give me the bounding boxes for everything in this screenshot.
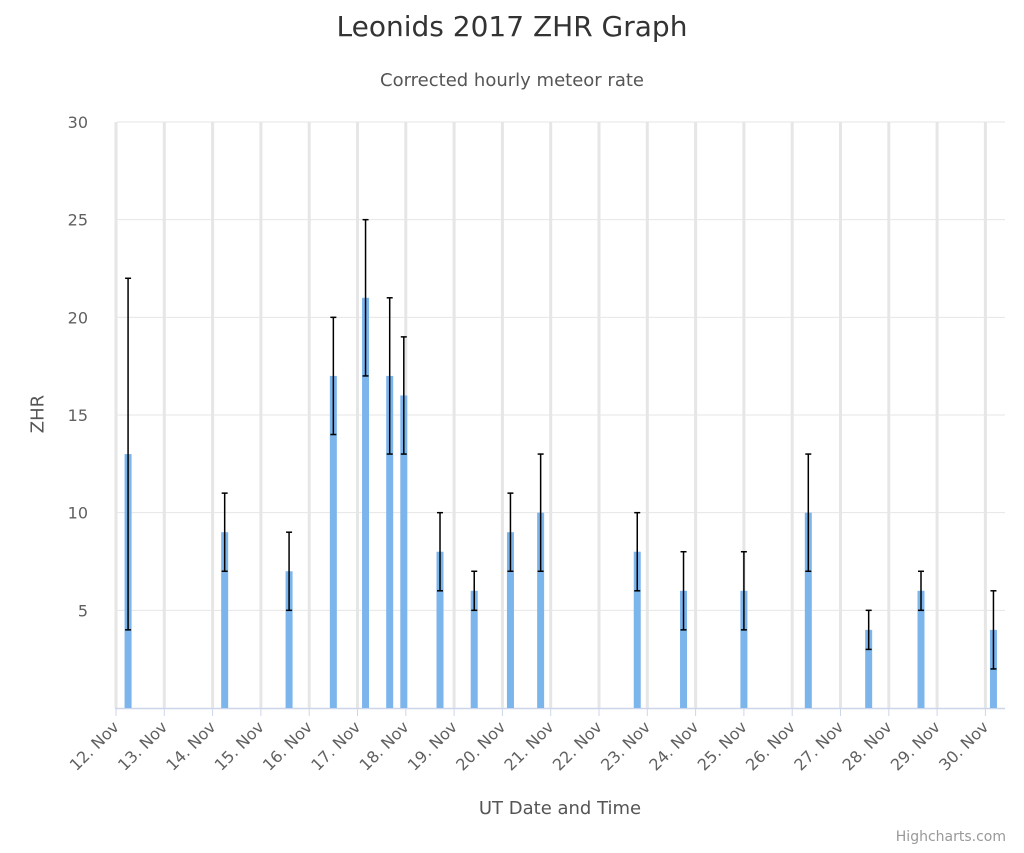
- zhr-bar[interactable]: [329, 375, 337, 708]
- x-tick-label: 27. Nov: [790, 717, 847, 774]
- zhr-bar[interactable]: [506, 532, 514, 708]
- y-tick-label: 30: [68, 113, 88, 132]
- error-bar: [386, 297, 393, 455]
- x-tick-label: 20. Nov: [452, 717, 509, 774]
- y-tick-label: 15: [68, 406, 88, 425]
- x-tick-label: 28. Nov: [839, 717, 896, 774]
- error-bar: [437, 511, 444, 592]
- x-tick-label: 25. Nov: [694, 717, 751, 774]
- x-tick-label: 12. Nov: [66, 717, 123, 774]
- x-tick-label: 24. Nov: [645, 717, 702, 774]
- x-axis-line: [115, 707, 1005, 716]
- x-tick-label: 14. Nov: [162, 717, 219, 774]
- bar-series: [124, 297, 997, 708]
- x-tick-label: 19. Nov: [404, 717, 461, 774]
- error-bar: [125, 277, 132, 631]
- error-bar: [221, 492, 228, 573]
- x-tick-label: 16. Nov: [259, 717, 316, 774]
- x-tick-label: 21. Nov: [500, 717, 557, 774]
- zhr-bar[interactable]: [436, 551, 444, 708]
- x-tick-label: 22. Nov: [549, 717, 606, 774]
- y-tick-label: 20: [68, 308, 88, 327]
- zhr-bar[interactable]: [537, 512, 545, 708]
- zhr-bar[interactable]: [917, 590, 925, 708]
- error-bar: [865, 609, 872, 651]
- error-bar: [990, 590, 997, 670]
- error-bar: [400, 336, 407, 455]
- zhr-bar[interactable]: [680, 590, 688, 708]
- error-bar: [507, 492, 514, 573]
- error-bar-series: [125, 218, 997, 670]
- chart-title: Leonids 2017 ZHR Graph: [336, 10, 688, 43]
- error-bar: [286, 531, 293, 612]
- zhr-bar[interactable]: [386, 375, 394, 708]
- zhr-bar[interactable]: [470, 590, 478, 708]
- zhr-bar[interactable]: [400, 395, 408, 708]
- y-tick-label: 5: [78, 601, 88, 620]
- zhr-bar[interactable]: [221, 532, 229, 708]
- zhr-bar[interactable]: [865, 629, 873, 708]
- y-gridlines: [117, 121, 1005, 611]
- y-tick-label: 25: [68, 211, 88, 230]
- zhr-bar[interactable]: [633, 551, 641, 708]
- x-tick-label: 18. Nov: [356, 717, 413, 774]
- error-bar: [362, 218, 369, 377]
- error-bar: [740, 550, 747, 631]
- error-bar: [471, 570, 478, 612]
- error-bar: [805, 453, 812, 573]
- y-axis-title: ZHR: [27, 394, 49, 434]
- x-tick-label: 30. Nov: [935, 717, 992, 774]
- error-bar: [537, 453, 544, 573]
- zhr-bar[interactable]: [362, 297, 370, 708]
- y-tick-label: 10: [68, 504, 88, 523]
- chart-subtitle: Corrected hourly meteor rate: [380, 70, 644, 91]
- error-bar: [918, 570, 924, 612]
- x-tick-label: 26. Nov: [742, 717, 799, 774]
- x-tick-label: 15. Nov: [211, 717, 268, 774]
- zhr-bar[interactable]: [740, 590, 748, 708]
- x-tick-label: 13. Nov: [114, 717, 171, 774]
- x-axis-title: UT Date and Time: [478, 798, 642, 819]
- x-tick-label: 23. Nov: [597, 717, 654, 774]
- error-bar: [330, 316, 337, 436]
- credits-link[interactable]: Highcharts.com: [895, 829, 1006, 845]
- zhr-bar[interactable]: [285, 571, 293, 708]
- x-tick-label: 29. Nov: [887, 717, 944, 774]
- zhr-bar[interactable]: [804, 512, 812, 708]
- error-bar: [680, 550, 687, 631]
- x-tick-label: 17. Nov: [307, 717, 364, 774]
- error-bar: [634, 511, 641, 592]
- y-tick-labels: 5 10 15 20 25 30: [68, 113, 88, 620]
